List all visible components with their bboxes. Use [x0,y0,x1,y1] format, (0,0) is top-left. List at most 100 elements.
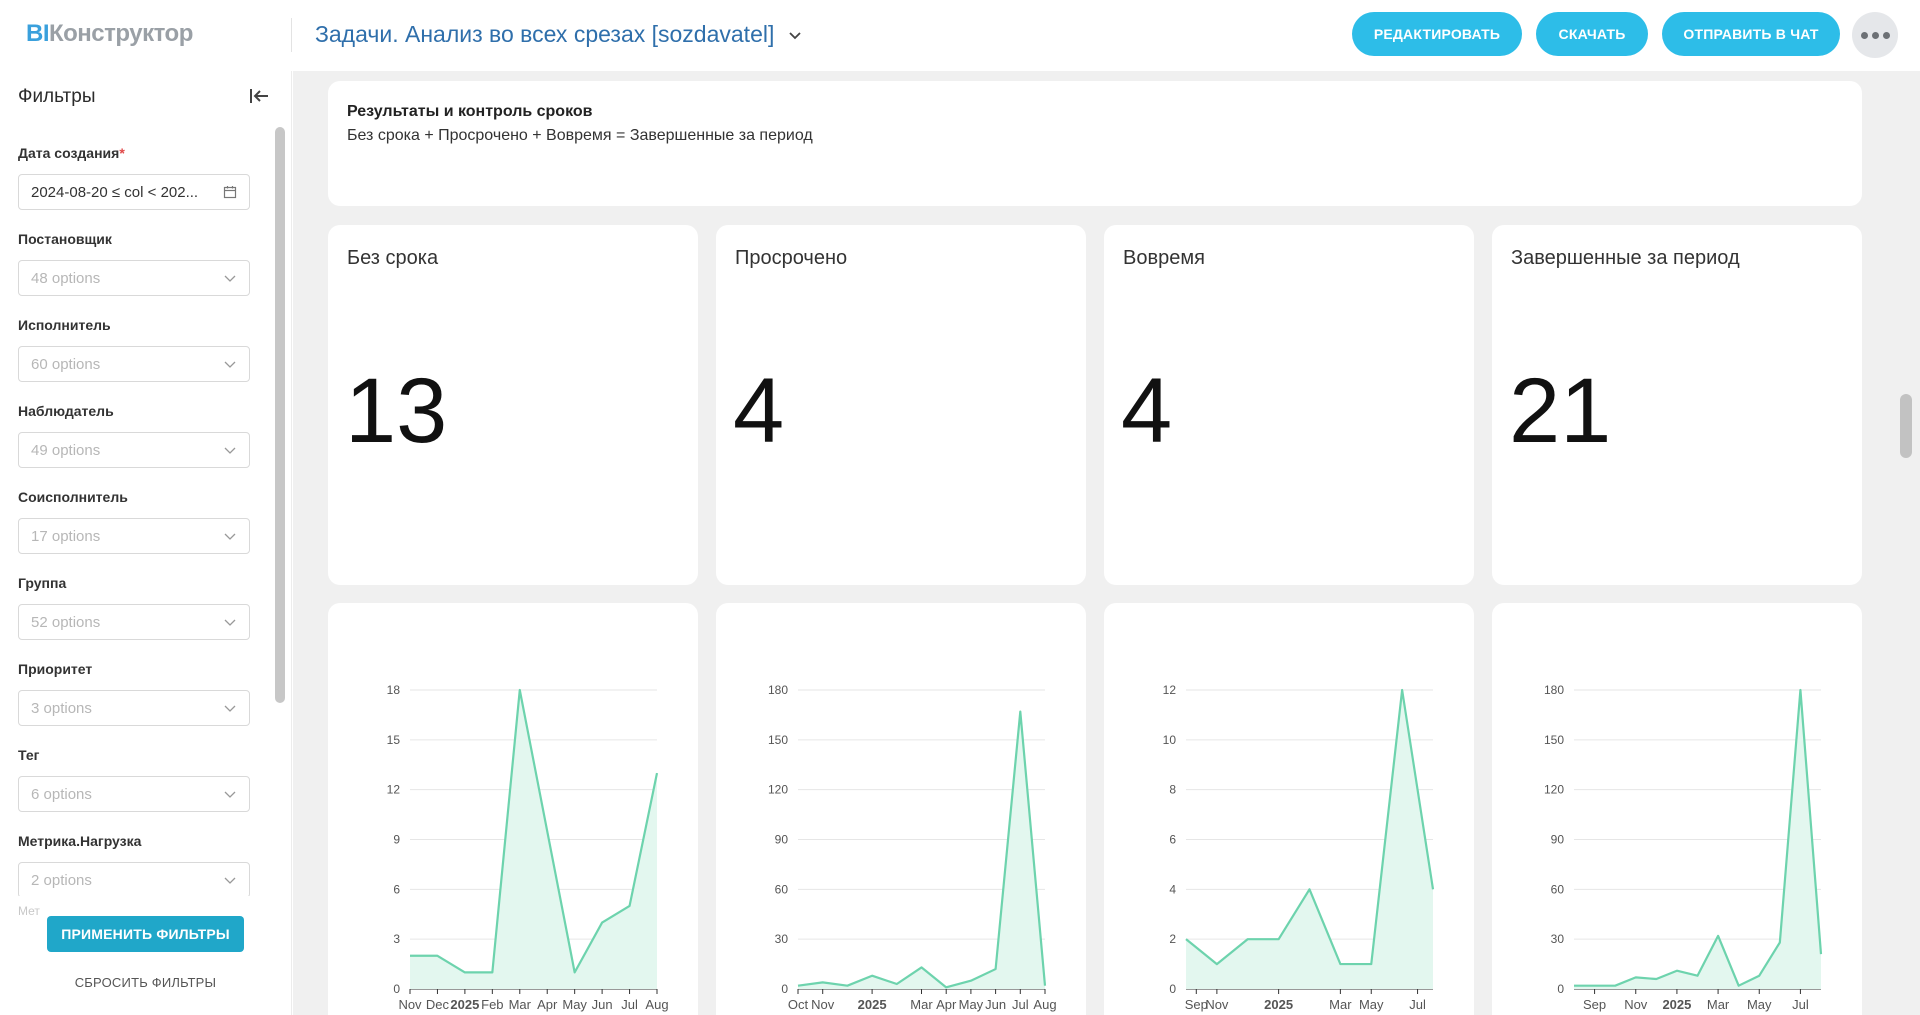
more-options-button[interactable] [1852,12,1898,58]
x-tick-label: Jul [1409,997,1426,1012]
series-area [798,711,1045,989]
area-chart: 0 30 60 90 120 150 180 Oct Nov 2025 Mar Apr May Jun Ju… [768,683,1057,1012]
x-tick-label: May [1359,997,1384,1012]
filter-select[interactable]: 60 options [18,346,250,382]
x-tick-label: May [562,997,587,1012]
filter-creation-date: Дата создания* 2024-08-20 ≤ col < 202... [18,145,250,210]
filter-5: Приоритет 3 options [18,661,250,726]
sidebar-scrollbar[interactable] [275,127,285,703]
x-tick-label: Nov [1205,997,1229,1012]
y-tick-label: 30 [1551,932,1565,946]
x-tick-label: Dec [426,997,450,1012]
filter-label: Дата создания* [18,145,250,165]
chart-card: 0 3 6 9 12 15 18 Nov Dec 2025 Feb Mar Apr May Jun Jul Au… [328,603,698,1015]
apply-filters-button[interactable]: ПРИМЕНИТЬ ФИЛЬТРЫ [47,916,244,952]
y-tick-label: 6 [393,882,400,896]
x-tick-label: 2025 [1264,997,1293,1012]
x-tick-label: Feb [481,997,503,1012]
filter-1: Исполнитель 60 options [18,317,250,382]
y-tick-label: 180 [768,683,788,697]
logo-name: Конструктор [49,20,193,47]
required-mark: * [119,145,125,161]
x-tick-label: 2025 [1662,997,1691,1012]
y-tick-label: 18 [387,683,401,697]
filter-label: Группа [18,575,67,591]
y-tick-label: 0 [393,982,400,996]
app-logo[interactable]: BIКонструктор [26,20,193,48]
area-chart: 0 30 60 90 120 150 180 Sep Nov 2025 Mar May Jul [1544,683,1823,1012]
filter-select[interactable]: 17 options [18,518,250,554]
filter-select[interactable]: 52 options [18,604,250,640]
x-tick-label: Apr [936,997,957,1012]
filter-placeholder: 17 options [31,527,101,545]
header-divider [291,18,292,52]
filter-label: Постановщик [18,231,112,247]
x-tick-label: Sep [1185,997,1208,1012]
kpi-card: Просрочено 4 [716,225,1086,585]
filter-label: Тег [18,747,40,763]
y-tick-label: 15 [387,733,401,747]
filter-7: Метрика.Нагрузка 2 options [18,833,250,898]
x-tick-label: Nov [398,997,422,1012]
area-chart: 0 3 6 9 12 15 18 Nov Dec 2025 Feb Mar Apr May Jun Jul Au… [387,683,669,1012]
filter-placeholder: 60 options [31,355,101,373]
send-to-chat-button[interactable]: ОТПРАВИТЬ В ЧАТ [1662,12,1840,56]
y-tick-label: 30 [775,932,789,946]
chevron-down-icon [224,877,236,884]
chevron-down-icon [224,705,236,712]
dashboard-canvas: Результаты и контроль сроков Без срока +… [293,71,1920,1015]
y-tick-label: 0 [1557,982,1564,996]
x-tick-label: Sep [1583,997,1606,1012]
x-tick-label: Mar [1707,997,1730,1012]
y-tick-label: 180 [1544,683,1564,697]
x-tick-label: Jun [592,997,613,1012]
y-tick-label: 3 [393,932,400,946]
filter-select[interactable]: 2 options [18,862,250,898]
series-area [410,690,657,989]
dashboard-title[interactable]: Задачи. Анализ во всех срезах [sozdavate… [315,21,802,48]
filter-select[interactable]: 6 options [18,776,250,812]
x-tick-label: Nov [811,997,835,1012]
collapse-sidebar-icon[interactable] [248,85,270,107]
chart-card: 0 30 60 90 120 150 180 Oct Nov 2025 Mar Apr May Jun Ju… [716,603,1086,1015]
y-tick-label: 60 [1551,882,1565,896]
main-scrollbar[interactable] [1900,394,1912,458]
edit-button[interactable]: РЕДАКТИРОВАТЬ [1352,12,1522,56]
filter-placeholder: 52 options [31,613,101,631]
reset-filters-button[interactable]: СБРОСИТЬ ФИЛЬТРЫ [74,974,217,990]
calendar-icon [223,186,237,199]
logo-bi: BI [26,20,50,47]
filter-4: Группа 52 options [18,575,250,640]
x-tick-label: Mar [910,997,933,1012]
y-tick-label: 150 [1544,733,1564,747]
x-tick-label: Mar [1329,997,1352,1012]
y-tick-label: 4 [1169,882,1176,896]
text-card-title: Результаты и контроль сроков [347,103,593,120]
x-tick-label: Jul [621,997,638,1012]
chevron-down-icon [224,619,236,626]
filters-footer [0,896,290,1015]
kpi-value: 4 [733,360,785,462]
series-area [1574,690,1821,989]
filter-select[interactable]: 3 options [18,690,250,726]
y-tick-label: 6 [1169,833,1176,847]
filter-label: Наблюдатель [18,403,114,419]
filters-sidebar: Фильтры Дата создания* 2024-08-20 ≤ col … [0,71,292,1015]
filter-0: Постановщик 48 options [18,231,250,296]
x-tick-label: Nov [1624,997,1648,1012]
top-bar: BIКонструктор Задачи. Анализ во всех сре… [0,0,1920,71]
x-tick-label: Jul [1012,997,1029,1012]
y-tick-label: 120 [768,783,788,797]
kpi-card: Вовремя 4 [1104,225,1474,585]
filter-2: Наблюдатель 49 options [18,403,250,468]
filter-select[interactable]: 48 options [18,260,250,296]
download-button[interactable]: СКАЧАТЬ [1536,12,1648,56]
chart-card: 0 30 60 90 120 150 180 Sep Nov 2025 Mar May Jul [1492,603,1862,1015]
filter-label: Метрика.Нагрузка [18,833,142,849]
more-dot [1882,31,1890,39]
x-tick-label: Oct [788,997,809,1012]
date-range-input[interactable]: 2024-08-20 ≤ col < 202... [18,174,250,210]
text-card-subtitle: Без срока + Просрочено + Вовремя = Завер… [347,127,813,144]
filter-select[interactable]: 49 options [18,432,250,468]
